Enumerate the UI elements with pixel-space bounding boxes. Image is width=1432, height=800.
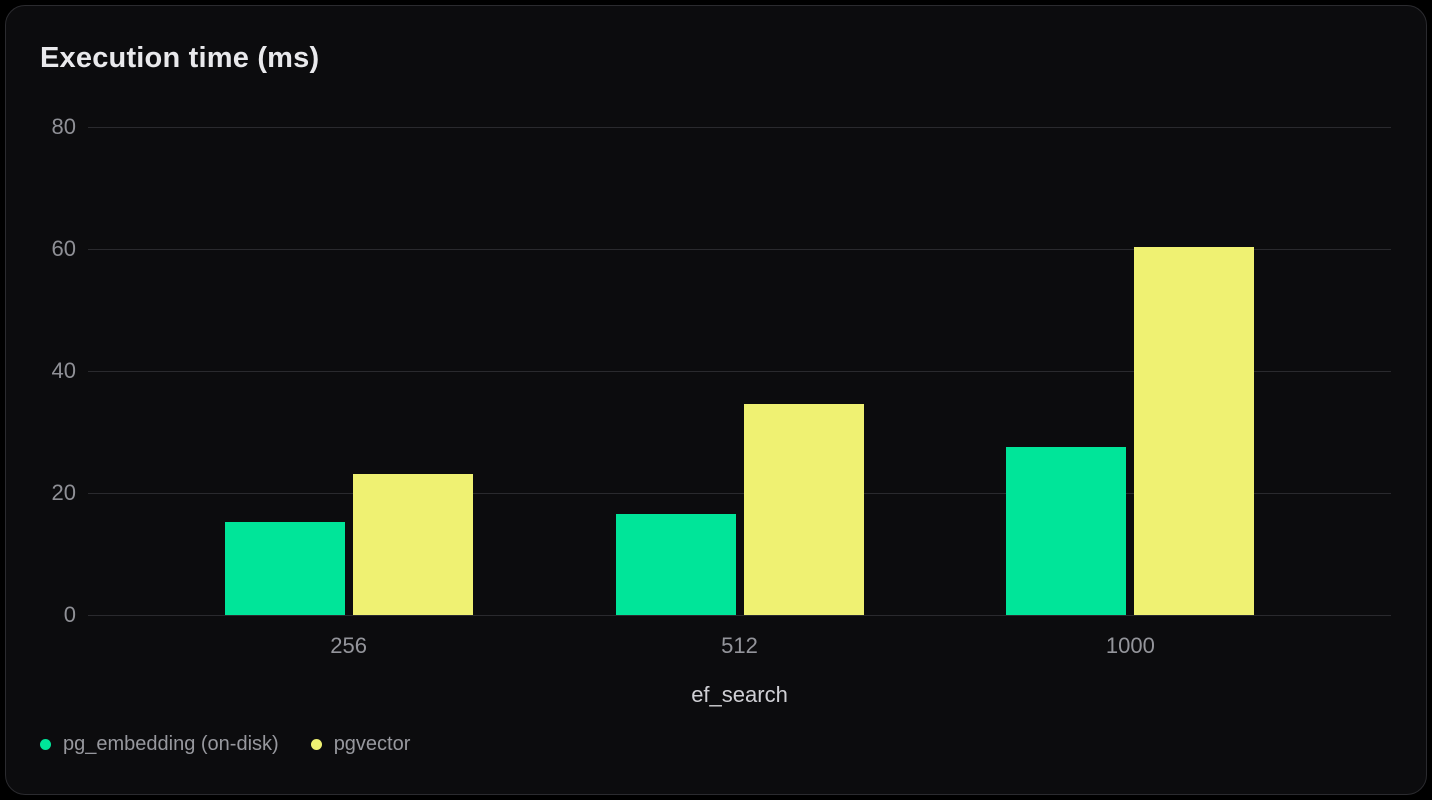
- y-tick-label-60: 60: [51, 236, 76, 261]
- gridline-80: [88, 126, 1391, 128]
- gridline-60: [88, 248, 1391, 250]
- y-tick-label-40: 40: [51, 358, 76, 383]
- legend-dot-pg-embedding-on-disk: [40, 739, 51, 750]
- x-tick-label-256: 256: [330, 633, 367, 658]
- gridline-0: [88, 614, 1391, 616]
- bar-pg-embedding-on-disk-1000: [1006, 446, 1127, 615]
- bar-pg-embedding-on-disk-256: [224, 521, 345, 615]
- x-axis-label: ef_search: [691, 682, 788, 707]
- x-tick-label-512: 512: [721, 633, 758, 658]
- legend-item-pg-embedding-on-disk: pg_embedding (on-disk): [40, 733, 279, 756]
- chart-title: Execution time (ms): [40, 42, 320, 74]
- bar-pgvector-256: [352, 474, 473, 615]
- y-tick-label-80: 80: [51, 114, 76, 139]
- legend-item-pgvector: pgvector: [310, 733, 411, 756]
- gridline-20: [88, 492, 1391, 494]
- legend-label-pg-embedding-on-disk: pg_embedding (on-disk): [63, 733, 279, 755]
- y-tick-label-0: 0: [63, 602, 76, 627]
- bar-pg-embedding-on-disk-512: [615, 514, 736, 615]
- legend: pg_embedding (on-disk) pgvector: [40, 733, 410, 756]
- y-tick-label-20: 20: [51, 480, 76, 505]
- bar-pgvector-512: [743, 403, 864, 615]
- gridline-40: [88, 370, 1391, 372]
- legend-label-pgvector: pgvector: [333, 733, 411, 755]
- legend-dot-pgvector: [310, 739, 322, 750]
- x-tick-label-1000: 1000: [1105, 633, 1155, 658]
- bar-pgvector-1000: [1134, 246, 1255, 615]
